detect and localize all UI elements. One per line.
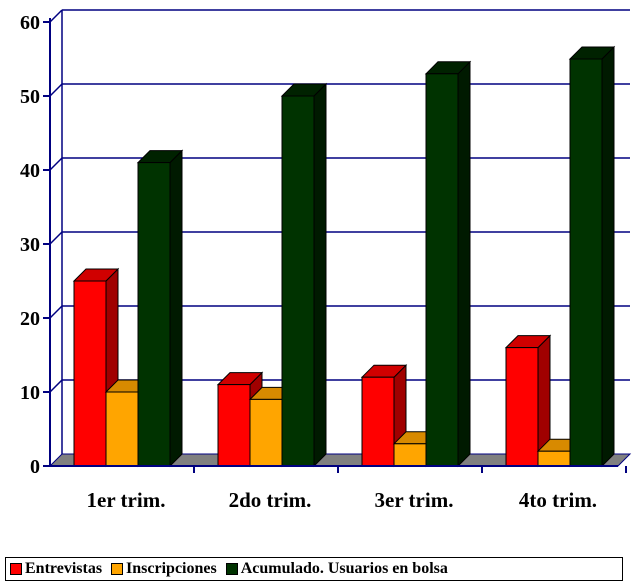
legend-item-0: Entrevistas: [10, 560, 102, 578]
bar-2-2: [425, 73, 459, 467]
legend: Entrevistas Inscripciones Acumulado. Usu…: [5, 557, 623, 581]
y-tick-label-2: 20: [20, 308, 40, 330]
y-tick-label-6: 60: [20, 12, 40, 34]
legend-swatch-0: [10, 563, 22, 575]
y-tick-label-4: 40: [20, 160, 40, 182]
bar-2-1: [393, 443, 427, 467]
legend-item-2: Acumulado. Usuarios en bolsa: [225, 560, 448, 578]
legend-swatch-2: [225, 563, 238, 575]
bar-0-0: [73, 280, 107, 467]
bar-3-2: [569, 58, 603, 467]
bar-1-2: [281, 95, 315, 467]
y-tick-label-5: 50: [20, 86, 40, 108]
gridline-diag-5: [49, 83, 63, 97]
bar-chart: 0 10 20 30 40 50 60 1er trim. 2do trim. 3er trim…: [20, 9, 632, 512]
gridline-diag-1: [49, 379, 63, 393]
bar-3-1: [537, 450, 571, 467]
bar-1-1: [249, 398, 283, 467]
legend-label-2: Acumulado. Usuarios en bolsa: [240, 560, 448, 577]
x-tick-label-2: 3er trim.: [375, 488, 454, 512]
y-axis-ticks: 0 10 20 30 40 50 60: [20, 12, 50, 478]
bar-side-0-2: [169, 149, 183, 468]
gridline-diag-2: [49, 305, 63, 319]
gridline-diag-4: [49, 157, 63, 171]
legend-label-1: Inscripciones: [126, 560, 217, 577]
bar-side-1-2: [313, 82, 327, 468]
bar-0-1: [105, 391, 139, 467]
y-tick-label-1: 10: [20, 382, 40, 404]
x-tick-label-0: 1er trim.: [87, 488, 166, 512]
legend-item-1: Inscripciones: [111, 560, 217, 578]
bar-group: [72, 45, 616, 468]
bar-side-2-2: [457, 60, 471, 468]
bar-0-2: [137, 162, 171, 467]
legend-swatch-1: [111, 563, 124, 575]
x-tick-label-1: 2do trim.: [229, 488, 312, 512]
y-tick-label-3: 30: [20, 234, 40, 256]
gridline-diag-3: [49, 231, 63, 245]
x-axis-categories: 1er trim. 2do trim. 3er trim. 4to trim.: [87, 466, 627, 512]
bar-2-0: [361, 376, 395, 467]
bar-1-0: [217, 384, 251, 467]
y-tick-label-0: 0: [30, 456, 40, 478]
legend-label-0: Entrevistas: [25, 560, 103, 577]
bar-side-3-2: [601, 45, 615, 468]
x-tick-label-3: 4to trim.: [519, 488, 597, 512]
gridline-diag-6: [49, 9, 63, 23]
bar-3-0: [505, 347, 539, 467]
